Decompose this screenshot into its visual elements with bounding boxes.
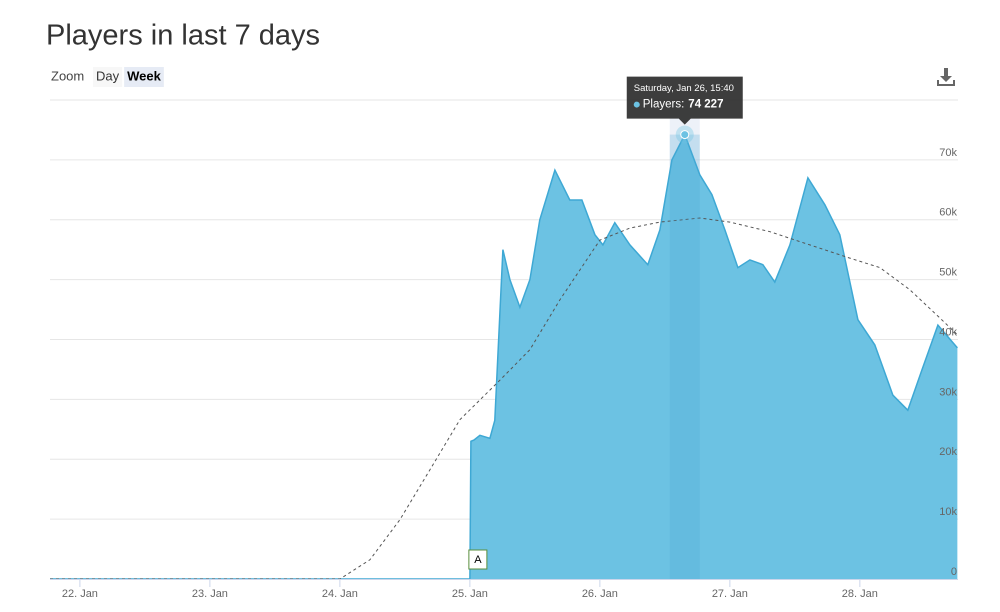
- tooltip-bullet: [633, 101, 640, 108]
- tooltip-box: [626, 76, 743, 125]
- x-tick-label: 22. Jan: [62, 588, 98, 600]
- area: [50, 134, 958, 579]
- chart-title: Players in last 7 days: [46, 20, 320, 52]
- area-line: [50, 132, 958, 580]
- x-tick-label: 28. Jan: [842, 588, 878, 600]
- plot: A: [50, 100, 958, 580]
- y-tick-label: 70k: [939, 147, 957, 159]
- tooltip-label: Players:: [643, 99, 685, 111]
- y-tick-label: 60k: [939, 207, 957, 219]
- y-tick-label: 50k: [939, 267, 957, 279]
- zoom-button[interactable]: [124, 67, 164, 87]
- zoom-button[interactable]: [93, 67, 123, 87]
- x-tick-label: 25. Jan: [452, 588, 488, 600]
- zoom-button-label[interactable]: Week: [127, 68, 161, 83]
- tooltip-value: 74 227: [688, 99, 723, 111]
- tooltip-header: Saturday, Jan 26, 15:40: [634, 83, 734, 94]
- zoom-buttons: Day Week: [93, 67, 164, 87]
- y-tick-label: 10k: [939, 506, 957, 518]
- annotation-flag: [468, 549, 488, 570]
- annotation-text: A: [474, 554, 482, 566]
- hover-band-overlay: [669, 134, 700, 579]
- x-tick-label: 24. Jan: [322, 588, 358, 600]
- y-tick-label: 40k: [939, 326, 957, 338]
- zoom-button-label[interactable]: Day: [96, 68, 120, 83]
- x-tick-label: 23. Jan: [192, 588, 228, 600]
- download-icon[interactable]: [937, 68, 955, 86]
- y-tick-label: 20k: [939, 446, 957, 458]
- zoom-box: [48, 66, 92, 88]
- hover-point: [680, 130, 690, 140]
- axes: 0 10k 20k 30k 40k 50k 60k 70k 22. Jan 23. Jan 24. …: [50, 147, 958, 600]
- y-tick-label: 0: [951, 566, 957, 578]
- x-tick-label: 26. Jan: [582, 588, 618, 600]
- zoom-label: Zoom: [51, 68, 84, 83]
- tooltip: Saturday, Jan 26, 15:40 Players: 74 227: [626, 76, 743, 144]
- x-tick-label: 27. Jan: [712, 588, 748, 600]
- y-tick-label: 30k: [939, 386, 957, 398]
